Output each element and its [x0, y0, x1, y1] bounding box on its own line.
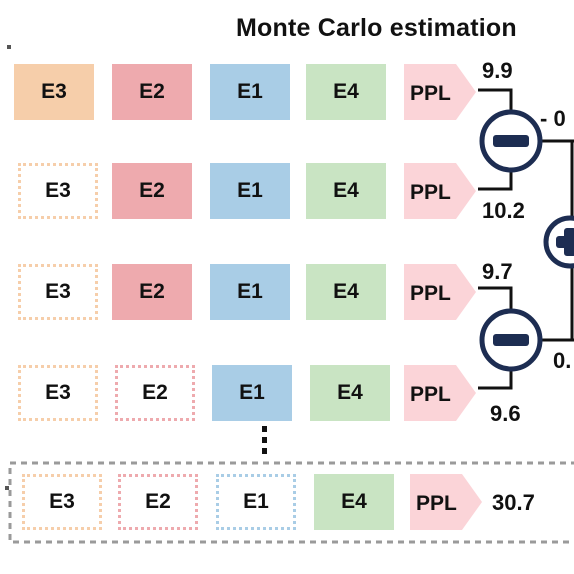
block-e2-row2: E2 [112, 163, 192, 219]
block-e1-row3: E1 [210, 264, 290, 320]
side-mark-2 [5, 486, 9, 490]
block-e1-row1: E1 [210, 64, 290, 120]
diagram-title: Monte Carlo estimation [236, 14, 517, 42]
block-e4-row1: E4 [306, 64, 386, 120]
ppl-label-row1: PPL [410, 82, 451, 105]
block-e1-row2: E1 [210, 163, 290, 219]
minus-operator-1 [479, 109, 543, 173]
side-mark-1 [7, 45, 11, 49]
block-e1-row5: E1 [216, 474, 296, 530]
connector-row3 [478, 286, 513, 318]
block-e2-row3: E2 [112, 264, 192, 320]
ppl-tag-row5: PPL [410, 474, 482, 530]
minus-operator-2 [479, 308, 543, 372]
block-e3-row2: E3 [18, 163, 98, 219]
final-row-frame [8, 461, 574, 544]
block-e1-row4: E1 [212, 365, 292, 421]
diff-label-2: 0. [553, 348, 572, 373]
block-e4-row2: E4 [306, 163, 386, 219]
block-e3-row4: E3 [18, 365, 98, 421]
block-e2-row4: E2 [115, 365, 195, 421]
block-e4-row5: E4 [314, 474, 394, 530]
block-e4-row4: E4 [310, 365, 390, 421]
value-row1: 9.9 [482, 58, 513, 83]
block-e3-row3: E3 [18, 264, 98, 320]
value-row4: 9.6 [490, 401, 521, 426]
value-row5: 30.7 [492, 490, 535, 515]
value-row2: 10.2 [482, 198, 525, 223]
ppl-label-row3: PPL [410, 282, 451, 305]
ppl-tag-row1: PPL [404, 64, 476, 120]
plus-operator [543, 215, 574, 269]
ppl-label-row2: PPL [410, 181, 451, 204]
ppl-label-row5: PPL [416, 492, 457, 515]
ppl-tag-row4: PPL [404, 365, 476, 421]
ppl-tag-row3: PPL [404, 264, 476, 320]
ellipsis-dots [262, 426, 267, 454]
block-e3-row5: E3 [22, 474, 102, 530]
block-e2-row1: E2 [112, 64, 192, 120]
block-e2-row5: E2 [118, 474, 198, 530]
value-row3: 9.7 [482, 259, 513, 284]
block-e3-row1: E3 [14, 64, 94, 120]
ppl-tag-row2: PPL [404, 163, 476, 219]
ppl-label-row4: PPL [410, 383, 451, 406]
diff-label-1: - 0 [540, 106, 566, 131]
block-e4-row3: E4 [306, 264, 386, 320]
